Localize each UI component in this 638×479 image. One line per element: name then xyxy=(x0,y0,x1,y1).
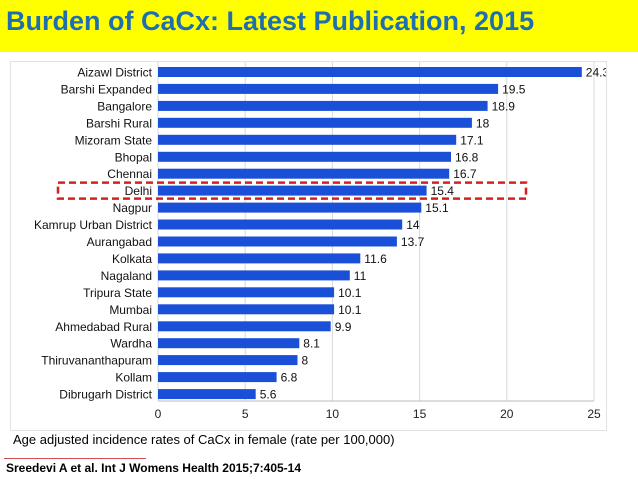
bar xyxy=(158,389,256,400)
x-tick-label: 10 xyxy=(326,407,340,421)
category-label: Kamrup Urban District xyxy=(34,218,153,232)
category-label: Wardha xyxy=(110,337,152,351)
value-label: 16.8 xyxy=(455,150,479,164)
x-tick-label: 5 xyxy=(242,407,249,421)
category-label: Kollam xyxy=(115,371,152,385)
bar xyxy=(158,151,451,162)
value-label: 15.4 xyxy=(431,184,455,198)
bar xyxy=(158,270,350,281)
bar xyxy=(158,253,361,264)
bar xyxy=(158,372,277,383)
value-label: 6.8 xyxy=(281,371,298,385)
bar xyxy=(158,321,331,332)
value-label: 18 xyxy=(476,116,490,130)
value-label: 13.7 xyxy=(401,235,425,249)
category-label: Barshi Expanded xyxy=(61,82,152,96)
source-divider xyxy=(4,458,146,459)
value-label: 24.3 xyxy=(586,66,606,80)
slide-title: Burden of CaCx: Latest Publication, 2015 xyxy=(6,6,535,36)
bar xyxy=(158,304,335,315)
category-label: Delhi xyxy=(125,184,152,198)
category-label: Aurangabad xyxy=(87,235,152,249)
value-label: 10.1 xyxy=(338,286,362,300)
value-label: 16.7 xyxy=(453,167,477,181)
category-label: Thiruvananthapuram xyxy=(41,354,152,368)
value-label: 19.5 xyxy=(502,82,526,96)
x-tick-label: 20 xyxy=(500,407,514,421)
value-label: 14 xyxy=(406,218,420,232)
value-label: 10.1 xyxy=(338,303,362,317)
category-label: Ahmedabad Rural xyxy=(55,320,152,334)
value-label: 11 xyxy=(354,269,367,283)
category-label: Mizoram State xyxy=(75,133,153,147)
value-label: 15.1 xyxy=(425,201,449,215)
x-tick-label: 25 xyxy=(587,407,601,421)
bar xyxy=(158,168,450,179)
category-label: Tripura State xyxy=(83,286,152,300)
bar xyxy=(158,134,457,145)
category-label: Barshi Rural xyxy=(86,116,152,130)
category-label: Chennai xyxy=(107,167,152,181)
category-label: Mumbai xyxy=(109,303,152,317)
x-tick-label: 0 xyxy=(155,407,162,421)
value-label: 11.6 xyxy=(364,252,387,266)
value-label: 8 xyxy=(302,354,309,368)
bar xyxy=(158,83,499,94)
chart-caption: Age adjusted incidence rates of CaCx in … xyxy=(13,432,395,447)
bar-chart: 0 5 10 15 20 25 Aizawl District 24.3 Barshi Expa… xyxy=(34,62,606,421)
category-label: Nagpur xyxy=(113,201,152,215)
bar xyxy=(158,117,472,128)
value-label: 18.9 xyxy=(492,99,516,113)
bar xyxy=(158,219,403,230)
value-label: 17.1 xyxy=(460,133,484,147)
category-label: Bhopal xyxy=(115,150,152,164)
bar xyxy=(158,67,582,77)
bar xyxy=(158,236,397,247)
bar xyxy=(158,202,422,213)
chart-panel: 0 5 10 15 20 25 Aizawl District 24.3 Barshi Expa… xyxy=(10,61,607,431)
category-label: Nagaland xyxy=(101,269,152,283)
bar xyxy=(158,287,335,298)
category-label: Bangalore xyxy=(97,99,152,113)
highlight-box xyxy=(56,181,528,200)
category-label: Kolkata xyxy=(112,252,152,266)
bar xyxy=(158,185,427,196)
category-label: Dibrugarh District xyxy=(59,388,152,402)
value-label: 9.9 xyxy=(335,320,352,334)
value-label: 8.1 xyxy=(303,337,320,351)
bar xyxy=(158,338,300,349)
x-tick-label: 15 xyxy=(413,407,427,421)
bar xyxy=(158,355,298,366)
title-bar: Burden of CaCx: Latest Publication, 2015 xyxy=(0,0,638,52)
source-citation: Sreedevi A et al. Int J Womens Health 20… xyxy=(6,461,302,475)
category-label: Aizawl District xyxy=(77,66,152,80)
value-label: 5.6 xyxy=(260,388,277,402)
bar xyxy=(158,100,488,111)
